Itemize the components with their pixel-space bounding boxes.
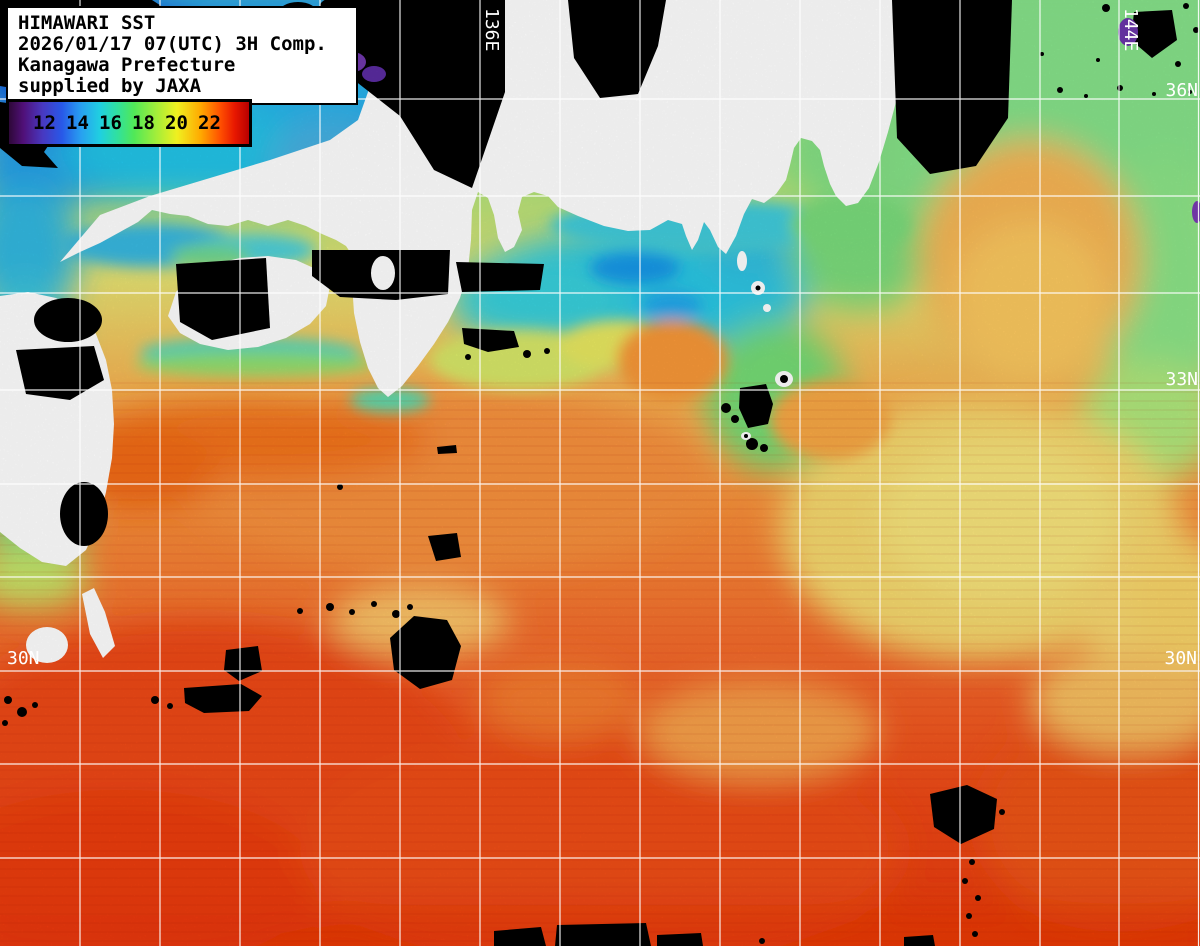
label-136e: 136E <box>481 8 502 51</box>
title-datetime: 2026/01/17 07(UTC) 3H Comp. <box>18 33 327 55</box>
grid-label-layer: 136E 144E 36N 33N 30N 30N <box>7 8 1198 669</box>
label-30n-right: 30N <box>1164 648 1197 669</box>
colorbar-ticks: 12 14 16 18 20 22 <box>9 112 249 134</box>
title-region: Kanagawa Prefecture <box>18 54 236 76</box>
label-36n-right: 36N <box>1165 80 1198 101</box>
colorbar-tick: 18 <box>132 112 155 134</box>
colorbar-tick: 14 <box>66 112 89 134</box>
colorbar-tick: 12 <box>33 112 56 134</box>
temperature-colorbar: 12 14 16 18 20 22 <box>6 99 252 147</box>
label-144e: 144E <box>1120 8 1141 51</box>
colorbar-tick: 20 <box>165 112 188 134</box>
label-30n-left: 30N <box>7 648 40 669</box>
title-box: HIMAWARI SST 2026/01/17 07(UTC) 3H Comp.… <box>6 6 358 105</box>
colorbar-tick: 16 <box>99 112 122 134</box>
colorbar-tick: 22 <box>198 112 221 134</box>
title-credit: supplied by JAXA <box>18 75 202 97</box>
label-33n-right: 33N <box>1165 369 1198 390</box>
title-product: HIMAWARI SST <box>18 12 156 34</box>
